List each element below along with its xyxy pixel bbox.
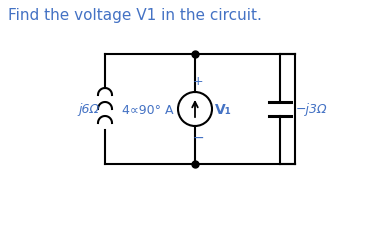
- Text: +: +: [193, 75, 203, 88]
- Text: V₁: V₁: [215, 103, 232, 117]
- Text: −j3Ω: −j3Ω: [296, 103, 328, 116]
- Text: j6Ω: j6Ω: [78, 103, 99, 116]
- Text: Find the voltage V1 in the circuit.: Find the voltage V1 in the circuit.: [8, 8, 262, 23]
- Text: −: −: [192, 131, 204, 144]
- Text: 4∝90° A: 4∝90° A: [121, 103, 173, 116]
